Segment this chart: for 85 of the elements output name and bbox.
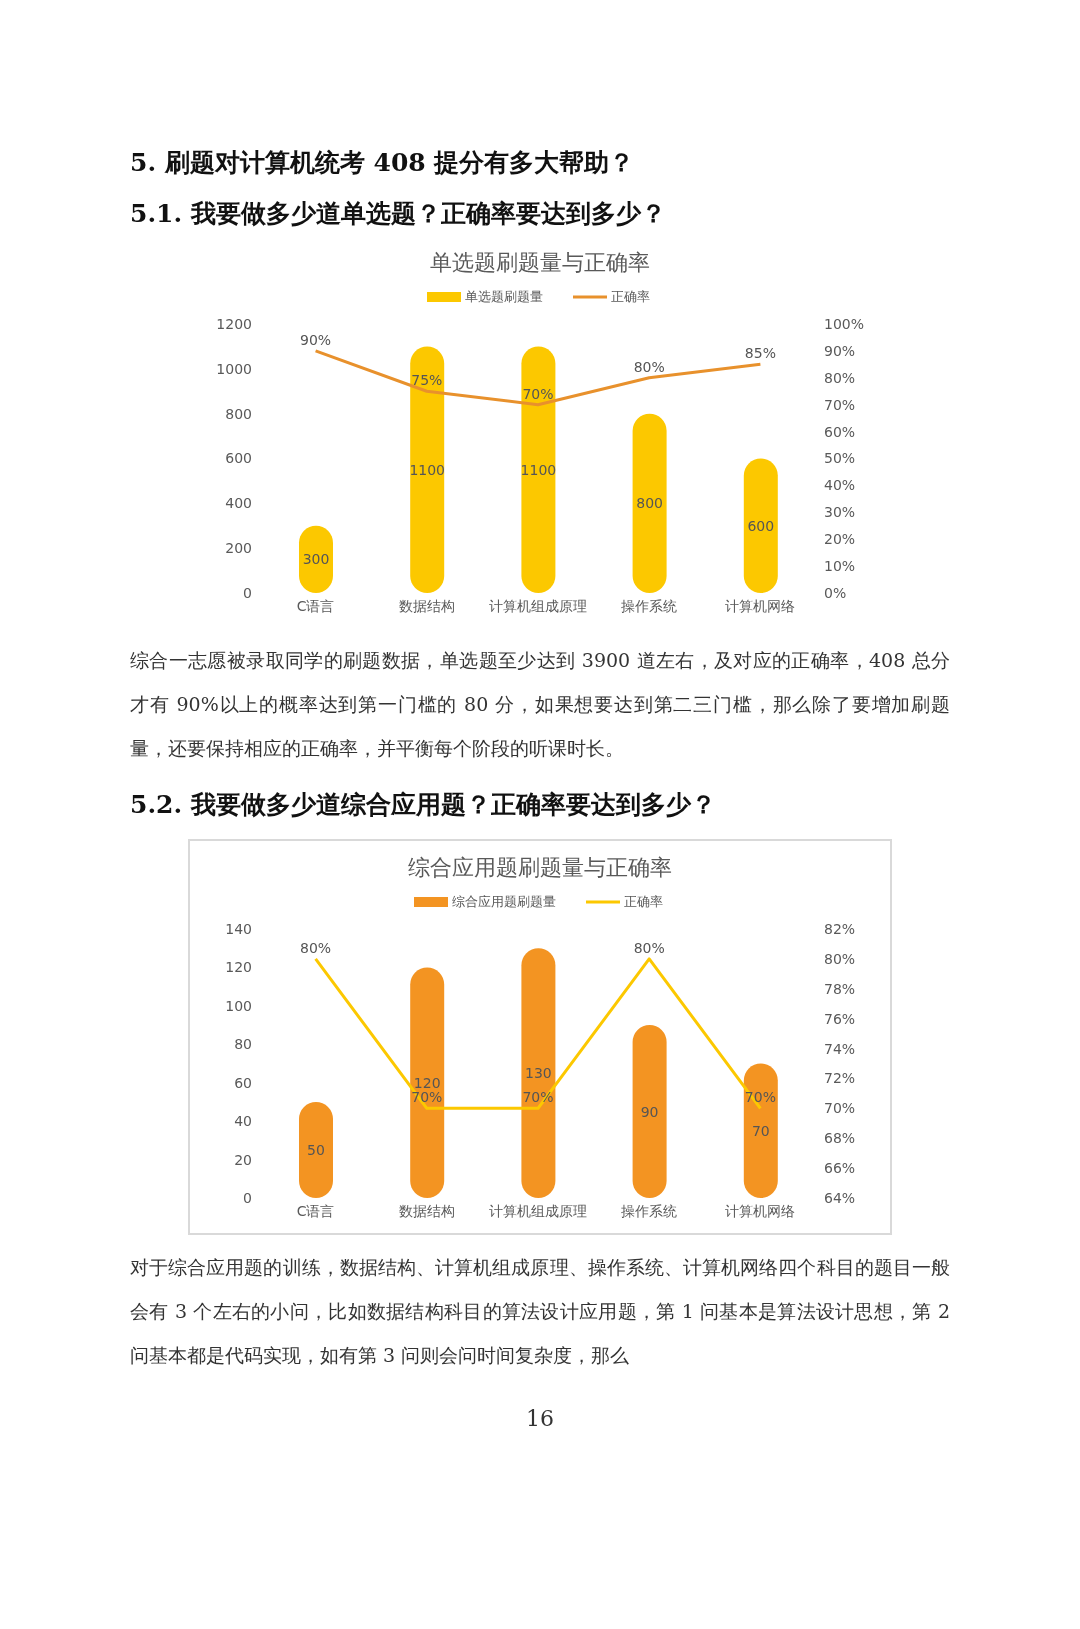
text: 5.2. 我要做多少道综合应用题？正确率要达到多少？ bbox=[130, 789, 717, 821]
text: 5.1. 我要做多少道单选题？正确率要达到多少？ bbox=[130, 198, 667, 230]
legend-label: 正确率 bbox=[622, 893, 663, 911]
y-tick-label: 120 bbox=[225, 959, 252, 976]
bar bbox=[743, 1063, 778, 1198]
y2-tick-label: 80% bbox=[824, 369, 856, 386]
y-tick-label: 40 bbox=[234, 1113, 252, 1130]
chart-title: 综合应用题刷题量与正确率 bbox=[407, 854, 673, 882]
y2-tick-label: 64% bbox=[824, 1189, 856, 1206]
bar bbox=[632, 1025, 667, 1198]
y-tick-label: 0 bbox=[243, 1189, 252, 1206]
data-label: 70 bbox=[751, 1122, 770, 1139]
x-tick-label: 数据结构 bbox=[398, 1202, 455, 1219]
data-label: 70% bbox=[744, 1089, 776, 1106]
data-label: 75% bbox=[411, 372, 443, 389]
data-label: 70% bbox=[522, 1089, 554, 1106]
y2-tick-label: 30% bbox=[824, 504, 856, 521]
x-tick-label: 计算机网络 bbox=[725, 597, 796, 614]
y2-tick-label: 0% bbox=[824, 584, 847, 601]
data-label: 120 bbox=[413, 1074, 441, 1091]
y-tick-label: 100 bbox=[225, 997, 252, 1014]
x-tick-label: 计算机组成原理 bbox=[489, 597, 587, 614]
y-tick-label: 20 bbox=[234, 1151, 252, 1168]
y2-tick-label: 74% bbox=[824, 1040, 856, 1057]
legend-label: 单选题刷题量 bbox=[463, 288, 543, 306]
y-tick-label: 400 bbox=[225, 495, 252, 512]
data-label: 70% bbox=[411, 1089, 443, 1106]
legend-label: 综合应用题刷题量 bbox=[450, 893, 556, 911]
data-label: 50 bbox=[307, 1141, 325, 1158]
y2-tick-label: 40% bbox=[824, 477, 856, 494]
y-tick-label: 800 bbox=[225, 405, 252, 422]
x-tick-label: 计算机组成原理 bbox=[489, 1202, 587, 1219]
y-tick-label: 600 bbox=[225, 450, 252, 467]
y2-tick-label: 70% bbox=[824, 1100, 856, 1117]
y2-tick-label: 20% bbox=[824, 531, 856, 548]
y2-tick-label: 90% bbox=[824, 342, 856, 359]
y-tick-label: 60 bbox=[234, 1074, 252, 1091]
bar bbox=[410, 346, 445, 593]
y-tick-label: 1000 bbox=[216, 360, 252, 377]
y2-tick-label: 78% bbox=[824, 980, 856, 997]
x-tick-label: 操作系统 bbox=[621, 597, 678, 614]
x-tick-label: C语言 bbox=[296, 1202, 335, 1219]
data-label: 70% bbox=[522, 385, 554, 402]
y-tick-label: 80 bbox=[234, 1036, 252, 1053]
y-tick-label: 0 bbox=[243, 584, 252, 601]
data-label: 90 bbox=[640, 1103, 659, 1120]
x-tick-label: C语言 bbox=[296, 597, 335, 614]
x-tick-label: 数据结构 bbox=[398, 597, 455, 614]
data-label: 600 bbox=[747, 517, 775, 534]
data-label: 800 bbox=[636, 495, 663, 512]
text: 对于综合应用题的训练，数据结构、计算机组成原理、操作系统、计算机网络四个科目的题目一般会有 3 个左右的小问，比如数据结构科目的算法设计应用题，第 1 问基本是算法设计思想，第 2 问基本都是代码实现，如有第 3 问则会问时间复杂度，那么 bbox=[130, 1255, 950, 1368]
y2-tick-label: 60% bbox=[824, 423, 856, 440]
bar bbox=[410, 967, 445, 1198]
y-tick-label: 1200 bbox=[216, 315, 252, 332]
x-tick-label: 计算机网络 bbox=[725, 1202, 796, 1219]
data-label: 1100 bbox=[409, 461, 446, 478]
y2-tick-label: 72% bbox=[824, 1070, 856, 1087]
text: 综合一志愿被录取同学的刷题数据，单选题至少达到 3900 道左右，及对应的正确率，408 总分才有 90%以上的概率达到第一门槛的 80 分，如果想要达到第二三门槛，那么除了要增加刷题量，还要保持相应的正确率，并平衡每个阶段的听课时长。 bbox=[130, 648, 950, 761]
legend-label: 正确率 bbox=[609, 288, 650, 306]
y2-tick-label: 76% bbox=[824, 1010, 856, 1027]
y-tick-label: 200 bbox=[225, 540, 252, 557]
data-label: 80% bbox=[300, 939, 332, 956]
y2-tick-label: 10% bbox=[824, 558, 856, 575]
text: 5. 刷题对计算机统考 408 提分有多大帮助？ bbox=[130, 147, 636, 179]
data-label: 130 bbox=[525, 1065, 552, 1082]
bar bbox=[521, 346, 556, 593]
x-tick-label: 操作系统 bbox=[621, 1202, 678, 1219]
bar bbox=[743, 458, 778, 593]
y2-tick-label: 68% bbox=[824, 1130, 856, 1147]
y2-tick-label: 70% bbox=[824, 396, 856, 413]
chart-title: 单选题刷题量与正确率 bbox=[429, 249, 651, 277]
bar bbox=[521, 948, 556, 1198]
data-label: 90% bbox=[300, 331, 332, 348]
y2-tick-label: 80% bbox=[824, 950, 856, 967]
data-label: 80% bbox=[633, 358, 665, 375]
data-label: 85% bbox=[744, 345, 776, 362]
data-label: 80% bbox=[633, 939, 665, 956]
bar bbox=[632, 413, 667, 593]
y-tick-label: 140 bbox=[225, 920, 252, 937]
data-label: 300 bbox=[302, 551, 330, 568]
y2-tick-label: 50% bbox=[824, 450, 856, 467]
y2-tick-label: 82% bbox=[824, 920, 856, 937]
y2-tick-label: 66% bbox=[824, 1160, 856, 1177]
y2-tick-label: 100% bbox=[824, 315, 865, 332]
text: 16 bbox=[525, 1405, 555, 1433]
